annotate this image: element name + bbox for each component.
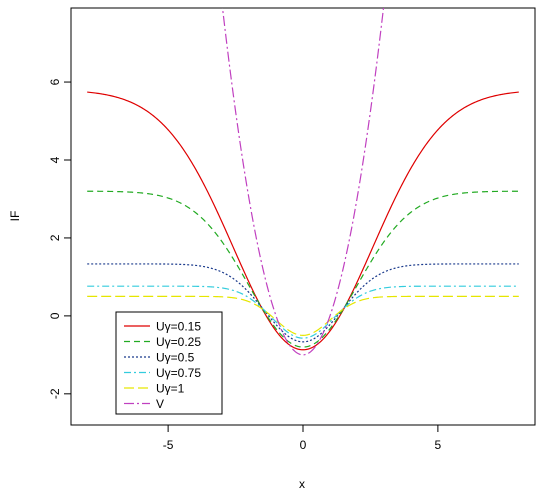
y-tick-label: 6 [48, 78, 62, 85]
x-axis-title: x [299, 477, 305, 491]
y-tick-label: 4 [48, 156, 62, 163]
series-line-6 [221, 8, 385, 356]
series-line-4 [87, 285, 519, 339]
series-line-5 [87, 295, 519, 336]
legend-label: Uγ=1 [156, 382, 185, 396]
legend-label: V [156, 397, 164, 411]
legend-label: Uγ=0.5 [156, 351, 195, 365]
x-tick-label: 5 [435, 438, 442, 452]
y-tick-label: 0 [48, 312, 62, 319]
legend-label: Uγ=0.15 [156, 320, 201, 334]
x-tick-label: -5 [163, 438, 174, 452]
legend-box [115, 311, 223, 415]
legend-label: Uγ=0.75 [156, 366, 201, 380]
x-axis: -5 0 5 [163, 425, 442, 452]
y-axis-title: IF [8, 211, 22, 222]
y-axis: -2 0 2 4 6 [48, 78, 71, 399]
series-line-1 [87, 91, 519, 351]
y-tick-label: -2 [48, 388, 62, 399]
legend-label: Uγ=0.25 [156, 335, 201, 349]
x-tick-label: 0 [300, 438, 307, 452]
series-line-2 [87, 190, 519, 348]
y-tick-label: 2 [48, 234, 62, 241]
series-line-3 [87, 263, 519, 343]
